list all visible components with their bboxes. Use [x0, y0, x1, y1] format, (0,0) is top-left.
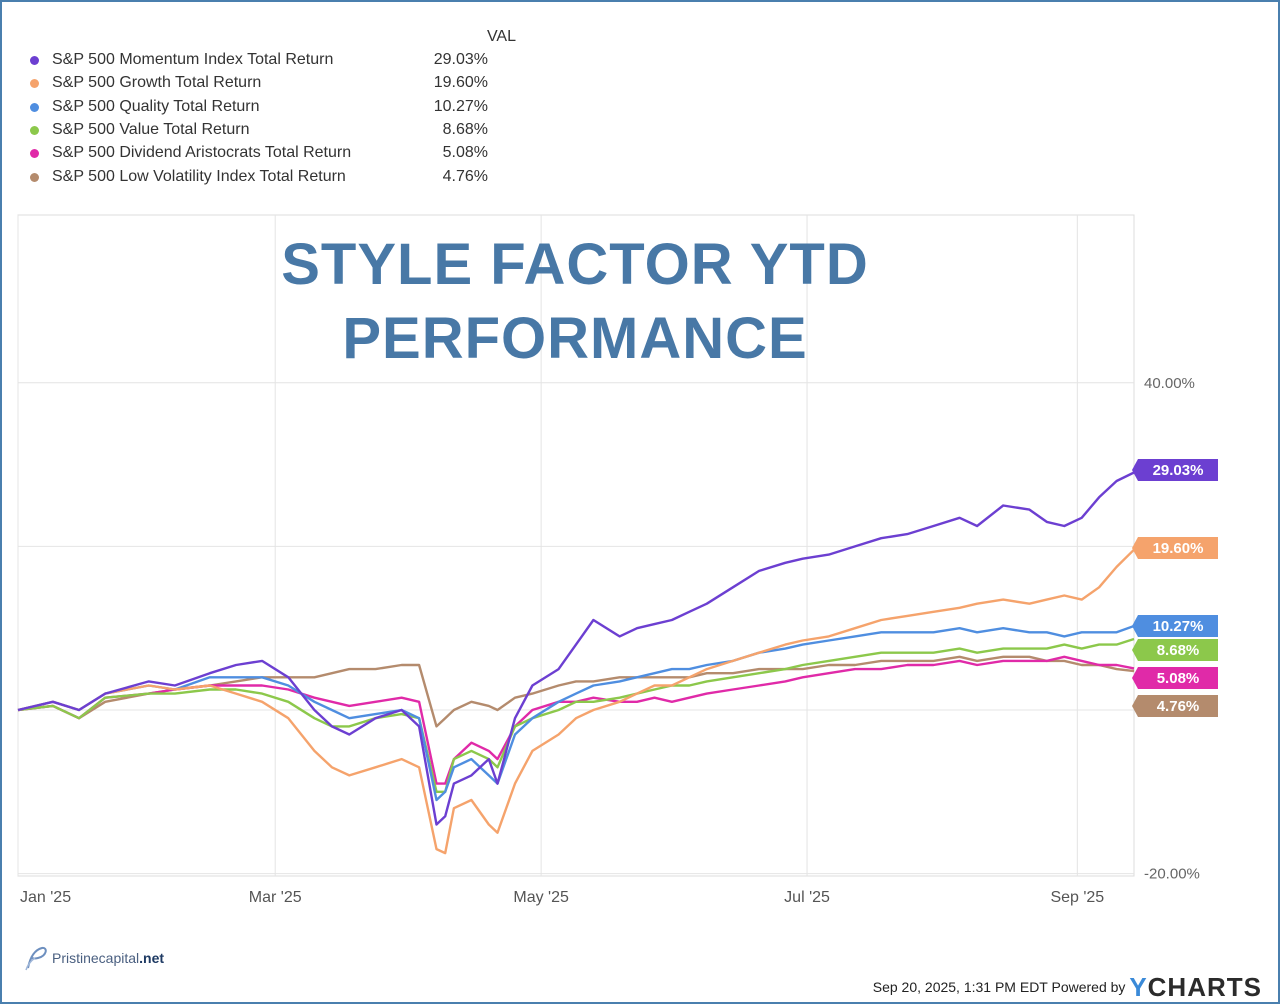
end-value-badge — [1132, 667, 1218, 689]
end-value-label: 8.68% — [1157, 642, 1200, 659]
legend-series-value: 4.76% — [442, 167, 488, 185]
chart-title-line-1: STYLE FACTOR YTD — [281, 232, 869, 297]
end-value-badge — [1132, 537, 1218, 559]
x-tick-label: Jul '25 — [784, 889, 830, 906]
legend-series-value: 10.27% — [433, 97, 488, 115]
series-line — [17, 471, 1135, 826]
legend-item: S&P 500 Momentum Index Total Return 29.03… — [28, 50, 498, 72]
legend-series-value: 5.08% — [442, 144, 488, 162]
legend-item: S&P 500 Growth Total Return 19.60% — [28, 73, 498, 95]
footer-timestamp: Sep 20, 2025, 1:31 PM EDT Powered by — [872, 979, 1126, 995]
legend-item: S&P 500 Dividend Aristocrats Total Retur… — [28, 143, 498, 165]
legend-series-name: S&P 500 Growth Total Return — [52, 74, 262, 92]
end-value-badge — [1132, 695, 1218, 717]
legend-swatch — [30, 149, 39, 159]
y-tick-label: -20.00% — [1144, 866, 1200, 883]
legend-swatch — [30, 79, 39, 89]
legend-series-name: S&P 500 Momentum Index Total Return — [52, 51, 334, 68]
legend-swatch — [30, 125, 39, 135]
ycharts-logo-y: Y — [1129, 972, 1148, 1002]
brand-site-suffix: .net — [139, 950, 165, 966]
footer: Sep 20, 2025, 1:31 PM EDT Powered by YCH… — [873, 972, 1262, 1003]
end-value-label: 10.27% — [1153, 618, 1204, 635]
brand-text: Pristinecapital.net — [52, 950, 164, 966]
legend-swatch — [30, 56, 39, 65]
legend-series-name: S&P 500 Low Volatility Index Total Retur… — [52, 167, 346, 185]
pristine-logo-icon — [25, 946, 47, 971]
legend-series-name: S&P 500 Dividend Aristocrats Total Retur… — [52, 144, 352, 162]
legend-series-name: S&P 500 Value Total Return — [52, 120, 250, 138]
y-tick-label: 40.00% — [1144, 375, 1195, 392]
legend-item: S&P 500 Low Volatility Index Total Retur… — [28, 167, 498, 189]
legend-swatch — [30, 102, 39, 112]
legend-series-value: 29.03% — [433, 51, 488, 68]
end-value-label: 5.08% — [1157, 670, 1200, 687]
chart-title-line-2: PERFORMANCE — [342, 306, 808, 371]
x-tick-label: Mar '25 — [249, 889, 302, 906]
series-line — [17, 637, 1135, 793]
legend-item: S&P 500 Quality Total Return 10.27% — [28, 97, 498, 119]
brand-site-prefix: Pristinecapital — [52, 950, 140, 966]
ycharts-logo: YCHARTS — [1129, 972, 1262, 1002]
x-tick-label: Jan '25 — [20, 889, 71, 906]
end-value-badge — [1132, 615, 1218, 637]
end-value-label: 29.03% — [1153, 462, 1204, 479]
end-value-label: 4.76% — [1157, 698, 1200, 715]
x-tick-label: May '25 — [513, 889, 569, 906]
x-tick-label: Sep '25 — [1050, 889, 1104, 906]
series-line — [17, 548, 1135, 855]
legend-swatch — [30, 172, 39, 182]
end-value-badge — [1132, 459, 1218, 481]
legend-header: VAL — [486, 28, 516, 45]
legend-series-value: 8.68% — [442, 120, 488, 138]
legend-series-value: 19.60% — [433, 74, 488, 92]
series-line — [17, 624, 1135, 802]
series-line — [17, 655, 1135, 785]
end-value-badge — [1132, 639, 1218, 661]
chart-title: STYLE FACTOR YTD PERFORMANCE — [180, 228, 970, 376]
legend-item: S&P 500 Value Total Return 8.68% — [28, 120, 498, 142]
end-value-label: 19.60% — [1153, 540, 1204, 557]
series-line — [17, 655, 1135, 728]
legend-series-name: S&P 500 Quality Total Return — [52, 97, 260, 115]
ycharts-logo-rest: CHARTS — [1147, 972, 1262, 1002]
